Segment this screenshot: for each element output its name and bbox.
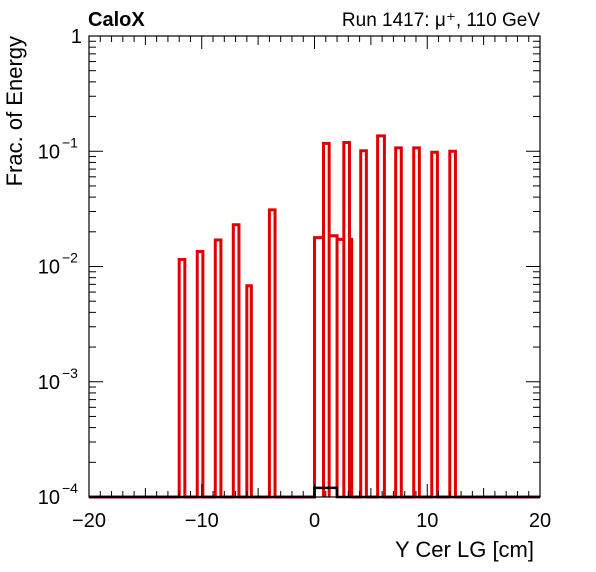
- x-axis-label: Y Cer LG [cm]: [395, 537, 534, 562]
- y-tick-label: 10: [38, 487, 60, 509]
- histogram-bin: [179, 260, 185, 497]
- histogram-bin: [269, 210, 275, 497]
- y-tick-exponent: −1: [62, 134, 78, 150]
- histogram-bin: [315, 238, 324, 497]
- histogram-bin: [378, 136, 385, 497]
- histogram-bin: [215, 240, 221, 497]
- x-tick-label: 10: [416, 510, 438, 532]
- histogram-bin: [337, 239, 344, 497]
- x-tick-label: 20: [529, 510, 551, 532]
- y-tick-exponent: −3: [62, 365, 78, 381]
- x-tick-label: −20: [72, 510, 106, 532]
- histogram-bin: [396, 148, 402, 497]
- y-tick-label: 10: [38, 141, 60, 163]
- histogram-bin: [233, 225, 239, 497]
- x-tick-label: 0: [309, 510, 320, 532]
- y-tick-label: 1: [71, 26, 82, 48]
- histogram-bin: [361, 151, 367, 497]
- histogram-bin: [450, 151, 456, 497]
- chart-title-left: CaloX: [88, 9, 145, 31]
- histogram-bin: [329, 236, 337, 497]
- histogram-bin: [349, 239, 351, 497]
- chart-title-right: Run 1417: μ⁺, 110 GeV: [342, 10, 540, 31]
- y-tick-label: 10: [38, 372, 60, 394]
- x-tick-label: −10: [185, 510, 219, 532]
- histogram-bin: [432, 152, 438, 497]
- histogram-bin: [344, 143, 350, 497]
- y-axis-label: Frac. of Energy: [2, 36, 27, 186]
- y-axis: 110−110−210−310−4: [38, 26, 540, 509]
- y-tick-exponent: −2: [62, 250, 78, 266]
- histogram-bin: [197, 251, 203, 497]
- y-tick-exponent: −4: [62, 480, 78, 496]
- x-axis: −20 −10 0 10 20: [72, 36, 551, 532]
- histogram-bin: [247, 286, 252, 497]
- histogram-bins: [89, 134, 540, 499]
- histogram-bin: [324, 143, 330, 497]
- y-tick-label: 10: [38, 257, 60, 279]
- histogram-bin: [414, 148, 420, 497]
